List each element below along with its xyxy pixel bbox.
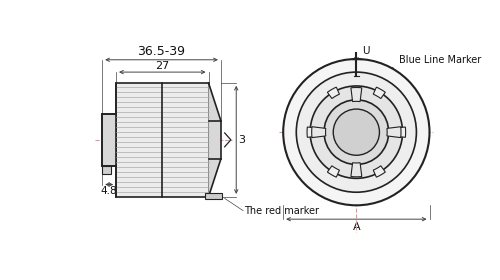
- Polygon shape: [208, 83, 221, 197]
- Wedge shape: [307, 127, 315, 137]
- Circle shape: [333, 109, 380, 155]
- Bar: [116, 83, 208, 197]
- Bar: [204, 193, 222, 199]
- Bar: [102, 114, 116, 166]
- Wedge shape: [374, 87, 386, 99]
- Text: 3: 3: [238, 135, 246, 145]
- Circle shape: [283, 59, 430, 205]
- Text: 4.8: 4.8: [101, 186, 117, 196]
- Circle shape: [296, 72, 416, 192]
- Circle shape: [324, 100, 388, 164]
- Text: 36.5-39: 36.5-39: [138, 45, 186, 58]
- Wedge shape: [351, 87, 362, 102]
- Text: U: U: [362, 46, 370, 56]
- Wedge shape: [374, 166, 386, 177]
- Wedge shape: [398, 127, 406, 137]
- Wedge shape: [351, 163, 362, 177]
- Wedge shape: [387, 127, 401, 137]
- Text: 27: 27: [155, 60, 170, 71]
- Text: Blue Line Marker: Blue Line Marker: [362, 55, 481, 73]
- Wedge shape: [312, 127, 326, 137]
- Text: A: A: [352, 222, 360, 232]
- Circle shape: [310, 86, 402, 178]
- Bar: [102, 166, 112, 174]
- Text: The red marker: The red marker: [244, 206, 319, 216]
- Wedge shape: [328, 87, 340, 99]
- Wedge shape: [328, 166, 340, 177]
